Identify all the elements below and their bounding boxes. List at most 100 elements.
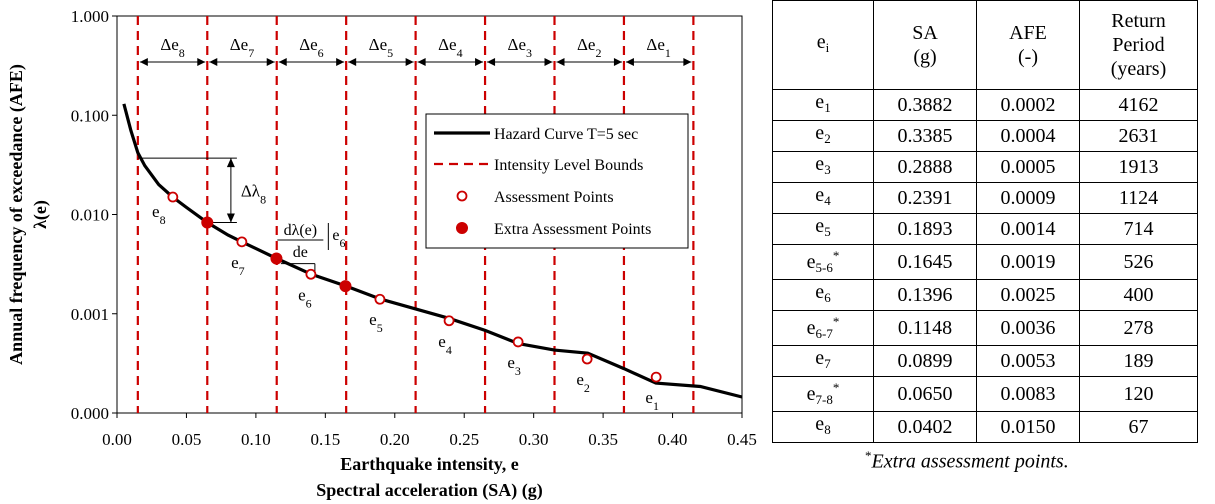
point-id-base: e	[815, 347, 825, 369]
interval-label: Δe3	[508, 35, 532, 60]
cell-sa: 0.1893	[873, 213, 977, 245]
cell-sa: 0.0402	[873, 411, 977, 443]
cell-return-period: 2631	[1079, 120, 1198, 152]
cell-point-id: e5-6*	[772, 244, 874, 280]
cell-afe: 0.0019	[976, 244, 1080, 280]
slope-eval-label: e6	[332, 227, 345, 250]
interval-arrowhead-right	[475, 58, 484, 66]
header-ei: ei	[772, 0, 874, 90]
interval-arrowhead-left	[278, 58, 287, 66]
table-row: e8 0.0402 0.0150 67	[772, 411, 1198, 443]
interval-label: Δe6	[299, 35, 323, 60]
table-row: e2 0.3385 0.0004 2631	[772, 120, 1198, 152]
legend-swatch-extra-points	[456, 222, 468, 234]
cell-sa: 0.1396	[873, 279, 977, 311]
cell-sa: 0.0650	[873, 376, 977, 412]
interval-label: Δe1	[646, 35, 670, 60]
delta-lambda-arrowhead-down	[226, 213, 235, 223]
point-id-subscript: 4	[824, 193, 831, 208]
header-return-period: Return Period (years)	[1079, 0, 1198, 90]
y-tick-label: 1.000	[71, 7, 109, 26]
y-tick-label: 0.001	[71, 305, 109, 324]
interval-label: Δe8	[160, 35, 184, 60]
point-id-subscript: 6	[824, 290, 831, 305]
x-axis-subtitle: Spectral acceleration (SA) (g)	[316, 480, 542, 501]
interval-arrowhead-left	[348, 58, 357, 66]
table-row: e3 0.2888 0.0005 1913	[772, 151, 1198, 183]
cell-afe: 0.0025	[976, 279, 1080, 311]
cell-sa: 0.1645	[873, 244, 977, 280]
cell-return-period: 714	[1079, 213, 1198, 245]
table-header-row: ei SA (g) AFE (-) Return Period (years)	[772, 0, 1198, 90]
point-id-base: e	[815, 281, 825, 303]
y-axis-subtitle: λ(e)	[30, 200, 51, 229]
cell-sa: 0.2888	[873, 151, 977, 183]
interval-label: Δe7	[230, 35, 254, 60]
table-row: e7-8* 0.0650 0.0083 120	[772, 376, 1198, 412]
cell-afe: 0.0014	[976, 213, 1080, 245]
point-id-base: e	[815, 122, 825, 144]
table-row: e4 0.2391 0.0009 1124	[772, 182, 1198, 214]
legend-label: Intensity Level Bounds	[494, 157, 643, 174]
cell-return-period: 1124	[1079, 182, 1198, 214]
assessment-point	[512, 336, 524, 348]
x-tick-label: 0.30	[519, 430, 549, 449]
cell-point-id: e5	[772, 213, 874, 245]
extra-assessment-point	[270, 252, 283, 265]
assessment-point	[167, 191, 179, 203]
slope-denominator: de	[293, 244, 308, 261]
cell-sa: 0.2391	[873, 182, 977, 214]
cell-afe: 0.0150	[976, 411, 1080, 443]
cell-afe: 0.0005	[976, 151, 1080, 183]
cell-point-id: e2	[772, 120, 874, 152]
assessment-point-label: e1	[645, 388, 659, 413]
cell-return-period: 4162	[1079, 89, 1198, 121]
delta-lambda-arrowhead-up	[226, 158, 235, 168]
x-tick-label: 0.25	[449, 430, 479, 449]
cell-afe: 0.0004	[976, 120, 1080, 152]
extra-assessment-point	[201, 216, 214, 229]
hazard-curve-line	[122, 103, 743, 399]
interval-arrowhead-right	[613, 58, 622, 66]
legend-label: Extra Assessment Points	[494, 221, 651, 238]
assessment-point-label: e2	[576, 370, 590, 395]
assessment-point	[650, 371, 662, 383]
point-id-base: e	[815, 215, 825, 237]
point-id-base: e	[815, 153, 825, 175]
hazard-curve-chart: 0.000 0.001 0.010 0.100 1.000 0.00 0.05 0.10 0.1…	[6, 7, 757, 501]
cell-sa: 0.1148	[873, 310, 977, 346]
cell-point-id: e4	[772, 182, 874, 214]
interval-arrowhead-right	[266, 58, 275, 66]
interval-label: Δe2	[577, 35, 601, 60]
point-id-subscript: 3	[824, 162, 831, 177]
point-id-subscript: 6-7	[815, 326, 833, 341]
point-id-subscript: 1	[824, 100, 831, 115]
cell-return-period: 67	[1079, 411, 1198, 443]
extra-assessment-point	[339, 280, 352, 293]
x-tick-label: 0.20	[380, 430, 410, 449]
y-axis-title: Annual frequency of exceedance (AFE)	[6, 64, 27, 365]
legend-label: Hazard Curve T=5 sec	[494, 126, 638, 143]
point-id-star: *	[832, 380, 840, 395]
x-tick-label: 0.10	[241, 430, 271, 449]
point-id-star: *	[832, 248, 840, 263]
table-row: e1 0.3882 0.0002 4162	[772, 89, 1198, 121]
assessment-point-label: e6	[298, 285, 312, 310]
x-tick-label: 0.00	[102, 430, 132, 449]
table-row: e5 0.1893 0.0014 714	[772, 213, 1198, 245]
interval-label: Δe4	[438, 35, 462, 60]
interval-arrowhead-left	[625, 58, 634, 66]
point-id-star: *	[832, 314, 840, 329]
assessment-point	[374, 293, 386, 305]
interval-arrowhead-left	[139, 58, 148, 66]
assessment-points-table-container: ei SA (g) AFE (-) Return Period (years) e1 0.…	[772, 0, 1200, 443]
point-id-subscript: 5-6	[815, 260, 833, 275]
cell-return-period: 189	[1079, 345, 1198, 377]
cell-point-id: e3	[772, 151, 874, 183]
point-id-base: e	[806, 383, 816, 405]
interval-arrowhead-left	[487, 58, 496, 66]
y-tick-label: 0.010	[71, 206, 109, 225]
interval-arrowhead-left	[417, 58, 426, 66]
interval-label: Δe5	[369, 35, 393, 60]
point-id-subscript: 7-8	[815, 392, 833, 407]
